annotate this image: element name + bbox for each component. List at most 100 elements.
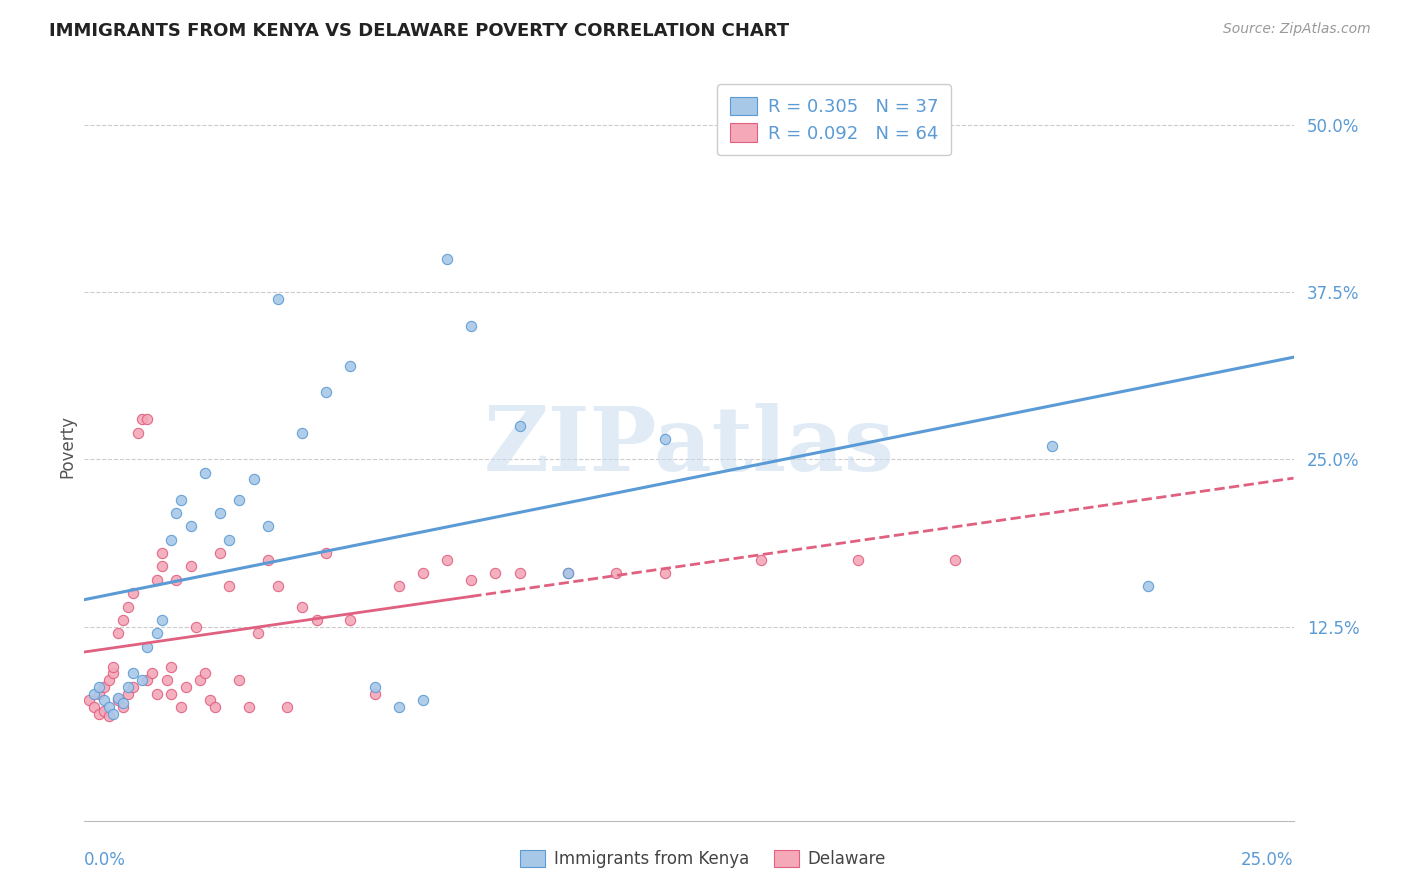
Point — [174, 680, 197, 694]
Point — [305, 613, 328, 627]
Point — [315, 385, 337, 400]
Point — [136, 673, 159, 688]
Point — [654, 433, 676, 447]
Point — [1040, 439, 1063, 453]
Point — [751, 553, 773, 567]
Point — [218, 533, 240, 547]
Point — [484, 566, 506, 581]
Point — [87, 706, 110, 721]
Point — [127, 425, 149, 440]
Point — [117, 680, 139, 694]
Point — [170, 492, 193, 507]
Y-axis label: Poverty: Poverty — [58, 415, 76, 477]
Point — [131, 673, 153, 688]
Point — [291, 599, 314, 614]
Point — [388, 699, 411, 714]
Point — [654, 566, 676, 581]
Point — [218, 580, 240, 594]
Point — [83, 687, 105, 701]
Point — [83, 699, 105, 714]
Text: ZIPatlas: ZIPatlas — [484, 402, 894, 490]
Point — [194, 466, 217, 480]
Point — [93, 704, 115, 718]
Point — [242, 473, 264, 487]
Point — [93, 680, 115, 694]
Point — [165, 573, 187, 587]
Point — [557, 566, 579, 581]
Point — [412, 693, 434, 707]
Point — [155, 673, 177, 688]
Point — [77, 693, 100, 707]
Point — [180, 519, 202, 533]
Point — [136, 412, 159, 426]
Point — [846, 553, 869, 567]
Point — [146, 573, 169, 587]
Point — [228, 673, 250, 688]
Point — [509, 566, 531, 581]
Point — [136, 640, 159, 654]
Point — [412, 566, 434, 581]
Point — [103, 660, 125, 674]
Point — [190, 673, 212, 688]
Point — [228, 492, 250, 507]
Point — [291, 425, 314, 440]
Point — [247, 626, 270, 640]
Point — [276, 699, 298, 714]
Point — [160, 660, 183, 674]
Point — [103, 666, 125, 681]
Point — [460, 573, 482, 587]
Point — [87, 680, 110, 694]
Point — [141, 666, 163, 681]
Point — [436, 553, 458, 567]
Point — [605, 566, 627, 581]
Text: 0.0%: 0.0% — [84, 851, 127, 869]
Point — [557, 566, 579, 581]
Point — [112, 696, 135, 710]
Point — [267, 292, 290, 306]
Point — [363, 687, 385, 701]
Legend: Immigrants from Kenya, Delaware: Immigrants from Kenya, Delaware — [513, 843, 893, 875]
Point — [315, 546, 337, 560]
Point — [121, 586, 143, 600]
Point — [267, 580, 290, 594]
Point — [170, 699, 193, 714]
Point — [257, 553, 280, 567]
Point — [1137, 580, 1160, 594]
Point — [160, 687, 183, 701]
Point — [363, 680, 385, 694]
Point — [198, 693, 221, 707]
Point — [436, 252, 458, 266]
Point — [150, 546, 173, 560]
Point — [107, 626, 129, 640]
Legend: R = 0.305   N = 37, R = 0.092   N = 64: R = 0.305 N = 37, R = 0.092 N = 64 — [717, 84, 950, 155]
Point — [117, 687, 139, 701]
Point — [150, 613, 173, 627]
Point — [339, 359, 361, 373]
Point — [150, 559, 173, 574]
Point — [165, 506, 187, 520]
Point — [97, 709, 120, 723]
Text: IMMIGRANTS FROM KENYA VS DELAWARE POVERTY CORRELATION CHART: IMMIGRANTS FROM KENYA VS DELAWARE POVERT… — [49, 22, 789, 40]
Point — [146, 687, 169, 701]
Point — [117, 599, 139, 614]
Point — [208, 506, 231, 520]
Point — [97, 699, 120, 714]
Point — [194, 666, 217, 681]
Point — [184, 620, 207, 634]
Text: Source: ZipAtlas.com: Source: ZipAtlas.com — [1223, 22, 1371, 37]
Point — [388, 580, 411, 594]
Point — [87, 687, 110, 701]
Point — [339, 613, 361, 627]
Point — [107, 693, 129, 707]
Point — [160, 533, 183, 547]
Point — [509, 419, 531, 434]
Point — [131, 412, 153, 426]
Point — [208, 546, 231, 560]
Point — [460, 318, 482, 333]
Point — [204, 699, 226, 714]
Point — [943, 553, 966, 567]
Point — [112, 699, 135, 714]
Point — [107, 690, 129, 705]
Point — [121, 666, 143, 681]
Point — [146, 626, 169, 640]
